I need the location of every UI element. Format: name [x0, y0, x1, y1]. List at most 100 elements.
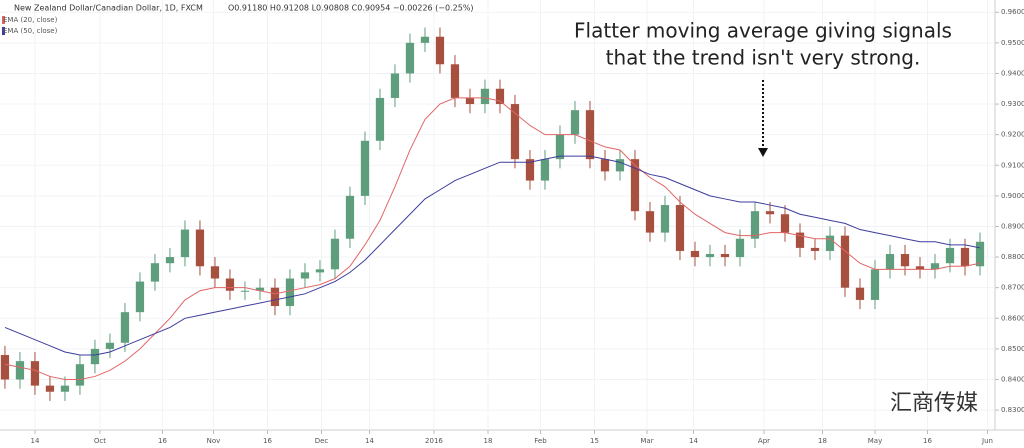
candle-body [210, 266, 220, 279]
x-tick-label: 2016 [425, 437, 443, 445]
x-tick-label: Jun [981, 437, 993, 445]
candle-body [675, 205, 685, 251]
plot-area [0, 0, 995, 430]
candle-body [420, 36, 430, 43]
candle-body [705, 254, 715, 258]
x-tick-label: 16 [158, 437, 167, 445]
candle-body [435, 36, 445, 65]
candle-body [645, 211, 655, 233]
candle-body [885, 254, 895, 270]
x-tick-label: Oct [94, 437, 106, 445]
candle-body [300, 272, 310, 279]
x-tick-label: 18 [818, 437, 827, 445]
ohlc-readout: O0.91180 H0.91208 L0.90808 C0.90954 −0.0… [228, 4, 474, 13]
annotation: that the trend isn't very strong. [606, 46, 921, 70]
candle-body [930, 263, 940, 270]
x-tick-label: Nov [207, 437, 221, 445]
x-tick-label: 14 [365, 437, 374, 445]
candle-body [720, 254, 730, 258]
x-tick-label: Mar [640, 437, 653, 445]
candle-body [105, 342, 115, 349]
candle-body [180, 229, 190, 258]
candle-body [270, 287, 280, 307]
candle-body [615, 159, 625, 172]
candle-body [315, 269, 325, 273]
candle-body [405, 42, 415, 74]
candle-body [30, 361, 40, 386]
candle-body [795, 232, 805, 248]
x-tick-label: 16 [923, 437, 932, 445]
candle-body [945, 247, 955, 264]
candle-body [165, 257, 175, 264]
x-tick-label: 18 [484, 437, 493, 445]
candle-body [735, 238, 745, 258]
candle-body [750, 211, 760, 239]
candle-body [480, 88, 490, 105]
candle-body [0, 355, 10, 380]
candle-body [240, 290, 250, 292]
legend-label: EMA (50, close) [3, 27, 58, 35]
candle-body [75, 364, 85, 386]
candle-body [255, 287, 265, 291]
candle-body [660, 205, 670, 233]
candle-body [915, 266, 925, 270]
candle-body [150, 263, 160, 282]
candle-body [690, 250, 700, 258]
arrow-head [758, 148, 768, 157]
candle-body [630, 159, 640, 212]
x-tick-label: 16 [263, 437, 272, 445]
candle-body [525, 159, 535, 181]
candle-body [135, 281, 145, 313]
x-tick-label: Dec [315, 437, 329, 445]
candle-body [540, 159, 550, 181]
candle-body [975, 241, 985, 267]
candle-body [855, 287, 865, 300]
candle-body [765, 211, 775, 215]
x-tick-label: 14 [689, 437, 698, 445]
candle-body [60, 385, 70, 392]
candle-body [570, 110, 580, 135]
candle-body [585, 110, 595, 160]
candle-body [345, 195, 355, 239]
chart-title: New Zealand Dollar/Canadian Dollar, 1D, … [14, 4, 203, 13]
candle-body [495, 88, 505, 105]
candle-body [195, 229, 205, 267]
candle-body [390, 73, 400, 98]
candle-body [510, 104, 520, 160]
candle-body [360, 140, 370, 196]
candle-body [960, 247, 970, 267]
legend-box [2, 16, 5, 24]
x-tick-label: May [868, 437, 882, 445]
candle-body [15, 361, 25, 380]
ema-line [4, 155, 981, 356]
x-tick-label: 14 [30, 437, 39, 445]
legend-box [2, 27, 5, 35]
candle-body [810, 247, 820, 251]
legend-label: EMA (20, close) [3, 16, 58, 24]
x-tick-label: 15 [590, 437, 599, 445]
candle-body [375, 97, 385, 141]
ema-line [4, 97, 981, 381]
candle-body [900, 254, 910, 267]
x-tick-label: Feb [534, 437, 547, 445]
candle-body [330, 238, 340, 270]
annotation: Flatter moving average giving signals [574, 19, 952, 43]
candle-body [465, 97, 475, 105]
candle-body [225, 278, 235, 291]
x-tick-label: Apr [758, 437, 770, 445]
candle-body [840, 235, 850, 288]
